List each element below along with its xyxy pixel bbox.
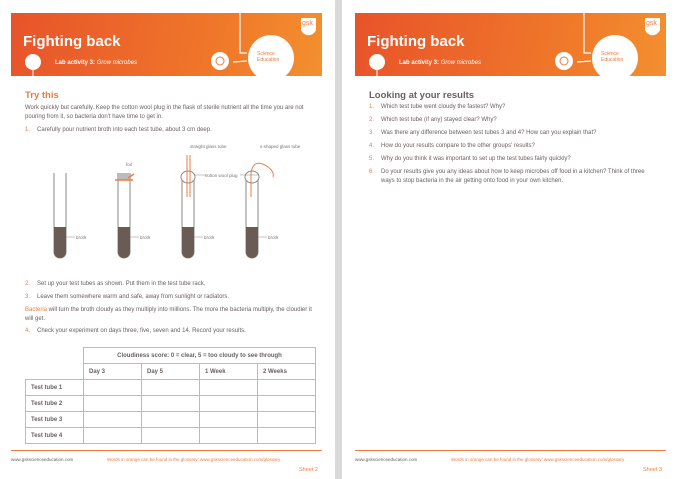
question-item: 4. How do your results compare to the oth… — [369, 143, 535, 149]
section-heading: Try this — [25, 90, 59, 101]
banner: gsk Science Education Fighting back Lab … — [11, 13, 322, 76]
question-item: 2. Which test tube (if any) stayed clear?… — [369, 117, 497, 123]
question-item: 3. Was there any difference between test … — [369, 130, 597, 136]
step-1: 1. Carefully pour nutrient broth into eac… — [25, 127, 212, 133]
footer-rule — [355, 450, 666, 451]
banner: gsk Science Education Fighting back Lab … — [355, 13, 666, 76]
table-row: Test tube 1 — [25, 379, 316, 396]
table-row: Test tube 2 — [25, 395, 316, 412]
intro-text: Work quickly but carefully. Keep the cot… — [25, 105, 304, 120]
gsk-logo: gsk — [302, 20, 313, 27]
table-caption: Cloudiness score: 0 = clear, 5 = too clo… — [83, 347, 316, 364]
sheet-3: gsk Science Education Fighting back Lab … — [342, 0, 683, 479]
footer-rule — [11, 450, 322, 451]
footer-glossary-note[interactable]: Words in orange can be found in the glos… — [451, 457, 625, 462]
lab-subtitle: Lab activity 3: Grow microbes — [399, 60, 482, 66]
glossary-word-bacteria[interactable]: Bacteria — [25, 307, 48, 313]
test-tube-diagram: broth broth broth broth foil straight gl… — [53, 144, 301, 259]
question-item: 1. Which test tube went cloudy the fastes… — [369, 104, 506, 110]
table-row: Test tube 3 — [25, 411, 316, 428]
science-education-badge: Science Education — [601, 51, 624, 63]
step-2: 2. Set up your test tubes as shown. Put t… — [25, 281, 206, 287]
bacteria-note: Bacteria will turn the broth cloudy as t… — [25, 307, 312, 322]
page-title: Fighting back — [367, 33, 465, 50]
page-title: Fighting back — [23, 33, 121, 50]
questions-list: 1. Which test tube went cloudy the fastes… — [369, 103, 654, 190]
section-heading: Looking at your results — [369, 90, 475, 101]
column-header: 1 Week — [199, 363, 258, 380]
straight-tube-label: straight glass tube — [190, 144, 227, 149]
sheet-number: Sheet 3 — [643, 467, 662, 473]
step-4: 4. Check your experiment on days three, f… — [25, 328, 246, 334]
question-item: 6. Do your results give you any ideas abo… — [369, 169, 645, 184]
gsk-logo: gsk — [646, 20, 657, 27]
cotton-wool-label: cotton wool plug — [205, 173, 238, 178]
question-item: 5. Why do you think it was important to s… — [369, 156, 571, 162]
step-3: 3. Leave them somewhere warm and safe, aw… — [25, 294, 230, 300]
banner-graphic — [25, 13, 316, 76]
column-header: Day 3 — [83, 363, 142, 380]
sheet-2: gsk Science Education Fighting back Lab … — [0, 0, 335, 479]
science-education-badge: Science Education — [257, 51, 280, 63]
results-table: Cloudiness score: 0 = clear, 5 = too clo… — [25, 347, 316, 444]
broth-label: broth — [140, 235, 151, 240]
foil-label: foil — [126, 162, 132, 167]
column-header: 2 Weeks — [257, 363, 316, 380]
table-row: Test tube 4 — [25, 427, 316, 444]
broth-label: broth — [268, 235, 279, 240]
broth-label: broth — [204, 235, 215, 240]
footer-glossary-note[interactable]: Words in orange can be found in the glos… — [107, 457, 281, 462]
column-header: Day 5 — [141, 363, 200, 380]
footer-url[interactable]: www.gskscienceeducation.com — [11, 457, 74, 462]
broth-label: broth — [76, 235, 87, 240]
lab-subtitle: Lab activity 3: Grow microbes — [55, 60, 138, 66]
banner-graphic — [369, 13, 660, 76]
sheet-number: Sheet 2 — [299, 467, 318, 473]
s-shaped-tube-label: s-shaped glass tube — [260, 144, 301, 149]
footer-url[interactable]: www.gskscienceeducation.com — [355, 457, 418, 462]
